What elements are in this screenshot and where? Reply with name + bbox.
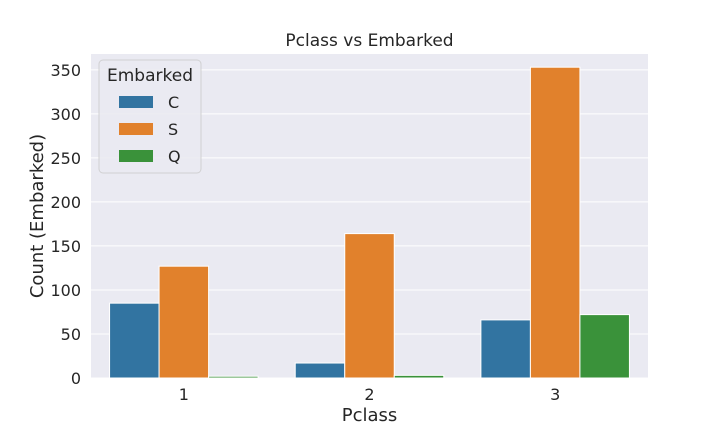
bar-s-1 bbox=[158, 265, 210, 379]
legend: Embarked CSQ bbox=[98, 59, 202, 174]
bar-q-3 bbox=[579, 314, 630, 379]
x-tick-label: 2 bbox=[364, 385, 374, 404]
bar-q-1 bbox=[208, 375, 259, 379]
y-tick-label: 150 bbox=[50, 237, 81, 256]
bar-c-3 bbox=[480, 319, 531, 379]
x-tick-label: 3 bbox=[550, 385, 560, 404]
y-tick-label: 100 bbox=[50, 281, 81, 300]
legend-swatch-q bbox=[119, 150, 153, 162]
y-tick-label: 200 bbox=[50, 193, 81, 212]
legend-swatch-s bbox=[119, 123, 153, 135]
y-tick-label: 300 bbox=[50, 105, 81, 124]
legend-title: Embarked bbox=[107, 66, 193, 86]
legend-label-q: Q bbox=[168, 147, 181, 166]
y-tick-label: 50 bbox=[61, 325, 81, 344]
legend-items: CSQ bbox=[119, 93, 181, 166]
bars bbox=[109, 66, 630, 379]
x-tick-label: 1 bbox=[179, 385, 189, 404]
bar-q-2 bbox=[393, 374, 445, 379]
y-tick-labels: 0 50 100 150 200 250 300 350 bbox=[50, 61, 81, 388]
legend-swatch-c bbox=[119, 96, 153, 108]
y-tick-label: 0 bbox=[71, 369, 81, 388]
y-tick-label: 250 bbox=[50, 149, 81, 168]
bar-s-3 bbox=[529, 66, 581, 379]
bar-s-2 bbox=[344, 233, 395, 379]
bar-c-1 bbox=[109, 302, 160, 379]
legend-label-s: S bbox=[168, 120, 178, 139]
y-tick-label: 350 bbox=[50, 61, 81, 80]
x-axis-label: Pclass bbox=[342, 405, 398, 426]
x-tick-labels: 1 2 3 bbox=[179, 385, 561, 404]
chart-title: Pclass vs Embarked bbox=[285, 31, 453, 51]
bar-c-2 bbox=[294, 362, 346, 379]
legend-box bbox=[98, 59, 202, 174]
y-axis-label: Count (Embarked) bbox=[27, 134, 48, 298]
legend-label-c: C bbox=[168, 93, 179, 112]
